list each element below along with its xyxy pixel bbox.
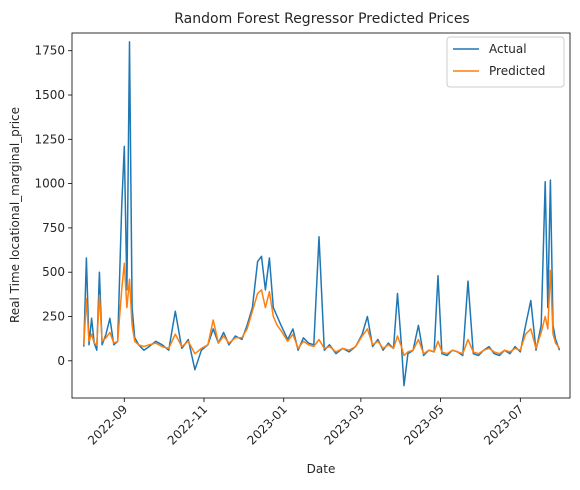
- y-axis-title: Real Time locational_marginal_price: [8, 107, 22, 323]
- y-tick-label: 0: [57, 354, 65, 368]
- y-tick-label: 250: [42, 309, 65, 323]
- plot-frame: [71, 32, 571, 399]
- legend: Actual Predicted: [446, 36, 565, 88]
- series-layer: [83, 41, 561, 387]
- legend-label-actual: Actual: [489, 42, 527, 56]
- series-line-predicted: [83, 262, 561, 357]
- y-axis: 0 250 500 750 1000 1250 1500 1750: [34, 44, 72, 368]
- y-tick-label: 1750: [34, 44, 65, 58]
- y-tick-label: 750: [42, 221, 65, 235]
- y-tick-label: 1500: [34, 88, 65, 102]
- y-tick-label: 500: [42, 265, 65, 279]
- x-axis-title: Date: [307, 462, 336, 476]
- y-tick-label: 1000: [34, 177, 65, 191]
- y-tick-label: 1250: [34, 132, 65, 146]
- chart-title: Random Forest Regressor Predicted Prices: [174, 11, 469, 27]
- legend-label-predicted: Predicted: [489, 64, 545, 78]
